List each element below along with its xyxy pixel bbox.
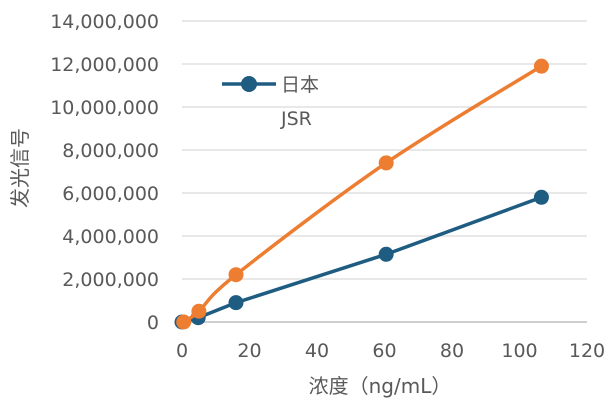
x-tick-label: 100 [501, 340, 537, 362]
y-tick-label: 14,000,000 [50, 11, 159, 33]
series-2-point [228, 267, 244, 283]
x-tick-label: 80 [440, 340, 464, 362]
x-axis-title: 浓度（ng/mL） [309, 374, 452, 398]
series-2-point [378, 155, 394, 171]
x-tick-label: 0 [176, 340, 188, 362]
y-tick-label: 12,000,000 [50, 54, 159, 76]
series-1-point [378, 246, 394, 262]
legend-series-2-label: JSR [280, 108, 312, 130]
y-axis-title: 发光信号 [8, 128, 32, 208]
legend: 日本 JSR [222, 74, 319, 130]
series-2-point [176, 314, 192, 330]
x-tick-labels: 0 20 40 60 80 100 120 [176, 340, 605, 362]
grid-lines [182, 20, 587, 280]
y-tick-label: 10,000,000 [50, 97, 159, 119]
legend-series-1-label: 日本 [281, 74, 319, 96]
series-layer [174, 58, 549, 330]
y-tick-label: 8,000,000 [62, 140, 159, 162]
y-tick-label: 6,000,000 [62, 183, 159, 205]
series-2-point [191, 303, 207, 319]
series-2-point [533, 58, 549, 74]
legend-series-1-marker [241, 76, 257, 92]
x-tick-label: 40 [305, 340, 329, 362]
x-tick-label: 120 [569, 340, 605, 362]
series-1-point [533, 189, 549, 205]
y-tick-label: 4,000,000 [62, 226, 159, 248]
x-tick-label: 20 [237, 340, 261, 362]
series-1-point [228, 295, 244, 311]
y-tick-labels: 0 2,000,000 4,000,000 6,000,000 8,000,000 10,… [50, 11, 159, 334]
series-2-line [182, 64, 543, 324]
y-tick-label: 0 [147, 312, 159, 334]
y-tick-label: 2,000,000 [62, 269, 159, 291]
x-tick-label: 60 [372, 340, 396, 362]
